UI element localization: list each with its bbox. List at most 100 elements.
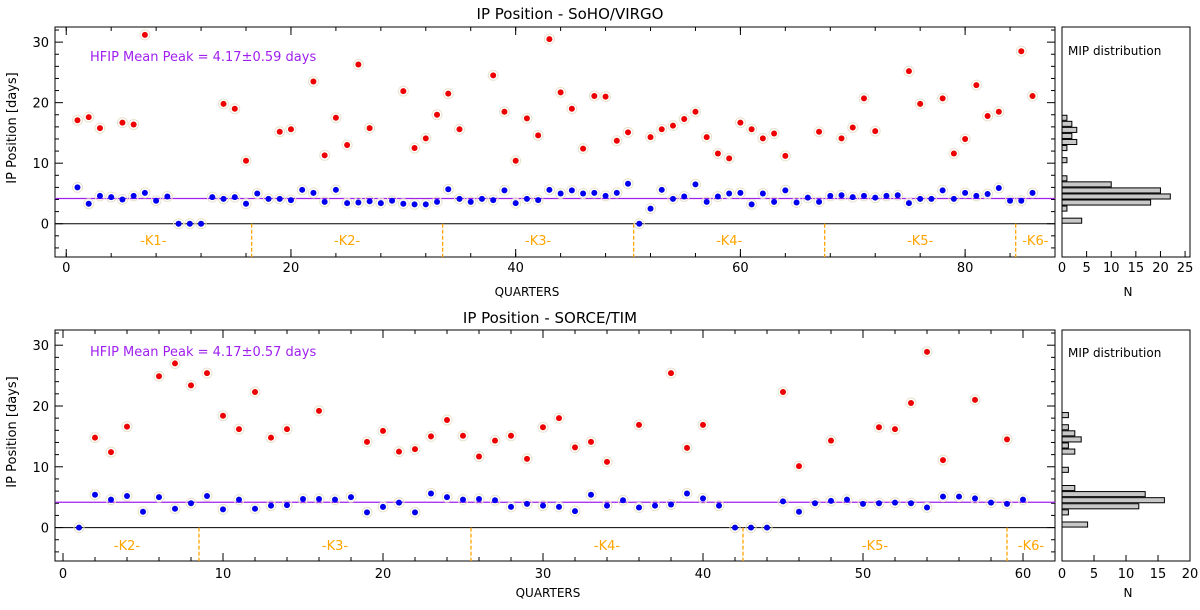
segment-label: -K6- — [1022, 234, 1048, 249]
data-point — [411, 201, 418, 208]
point-halo — [409, 142, 421, 154]
histogram-bar — [1061, 132, 1073, 139]
point-halo — [937, 454, 949, 466]
data-point — [74, 117, 81, 124]
data-point — [108, 194, 115, 201]
segment-label: -K5- — [907, 234, 933, 249]
point-halo — [341, 197, 353, 209]
point-halo — [777, 386, 789, 398]
point-halo — [937, 184, 949, 196]
point-halo — [420, 198, 432, 210]
point-halo — [185, 497, 197, 509]
data-point — [389, 197, 396, 204]
data-point — [119, 119, 126, 126]
point-halo — [681, 442, 693, 454]
point-halo — [569, 505, 581, 517]
data-point — [299, 186, 306, 193]
data-point — [604, 502, 610, 509]
point-halo — [809, 497, 821, 509]
point-halo — [169, 357, 181, 369]
data-point — [236, 426, 242, 433]
point-halo — [948, 148, 960, 159]
data-point — [591, 93, 598, 99]
point-halo — [361, 506, 373, 518]
data-point — [444, 494, 450, 501]
data-point — [141, 31, 148, 38]
point-halo — [139, 29, 151, 41]
data-point — [591, 189, 598, 196]
histogram-bar — [1061, 138, 1078, 146]
data-point — [860, 192, 867, 199]
data-point — [535, 197, 542, 204]
data-point — [400, 88, 407, 95]
data-point — [276, 128, 283, 135]
series-lfip — [71, 29, 1039, 167]
x-axis-label: QUARTERS — [495, 285, 560, 299]
y-axis-label: IP Position [days] — [5, 72, 20, 183]
data-point — [568, 187, 575, 194]
point-halo — [681, 488, 693, 500]
data-point — [460, 496, 466, 503]
data-point — [156, 494, 162, 501]
data-point — [557, 89, 564, 96]
panel-sorcetim: IP Position - SORCE/TIM IP Position [day… — [5, 309, 1198, 600]
data-point — [828, 497, 834, 504]
point-halo — [249, 386, 261, 398]
data-point — [908, 500, 914, 507]
point-halo — [600, 190, 612, 202]
data-point — [972, 396, 978, 403]
data-point — [924, 504, 930, 511]
data-point — [908, 399, 914, 406]
data-point — [444, 416, 450, 423]
data-point — [692, 108, 699, 115]
point-halo — [487, 69, 499, 81]
point-halo — [229, 103, 241, 115]
point-halo — [611, 187, 623, 199]
y-tick-label: 30 — [32, 339, 49, 354]
x-tick-label: 20 — [283, 261, 300, 276]
data-point — [501, 187, 508, 194]
point-halo — [857, 498, 869, 510]
data-point — [703, 134, 710, 141]
point-halo — [569, 441, 581, 453]
hist-x-tick-label: 20 — [1182, 567, 1199, 582]
x-tick-label: 40 — [507, 261, 524, 276]
data-point — [535, 132, 542, 139]
data-point — [332, 496, 338, 503]
data-point — [580, 190, 587, 197]
hist-x-tick-label: 5 — [1082, 261, 1090, 276]
data-point — [714, 193, 721, 200]
data-point — [668, 501, 674, 508]
histogram-bar — [1061, 181, 1112, 188]
data-point — [748, 201, 755, 208]
data-point — [348, 494, 354, 501]
point-halo — [397, 85, 409, 97]
point-halo — [453, 123, 465, 135]
data-point — [172, 360, 178, 367]
point-halo — [993, 106, 1005, 118]
histogram-bar — [1061, 187, 1161, 194]
series-hfip — [71, 178, 1039, 230]
data-point — [793, 199, 800, 206]
histogram-bar — [1061, 199, 1152, 206]
point-halo — [802, 192, 814, 204]
point-halo — [665, 367, 677, 379]
histogram-bar — [1061, 175, 1068, 182]
data-point — [812, 500, 818, 507]
x-tick-label: 0 — [62, 261, 70, 276]
point-halo — [105, 446, 117, 458]
data-point — [198, 220, 205, 227]
point-halo — [83, 198, 95, 210]
point-halo — [217, 410, 229, 422]
point-halo — [274, 126, 286, 138]
data-point — [422, 135, 429, 142]
plot-frame — [54, 329, 1056, 562]
point-halo — [665, 498, 677, 510]
point-halo — [307, 75, 319, 87]
data-point — [1018, 48, 1025, 55]
x-tick-label: 0 — [59, 567, 67, 582]
hist-x-tick-label: 25 — [1177, 261, 1194, 276]
data-point — [700, 421, 706, 428]
point-halo — [297, 493, 309, 505]
point-halo — [813, 196, 825, 208]
